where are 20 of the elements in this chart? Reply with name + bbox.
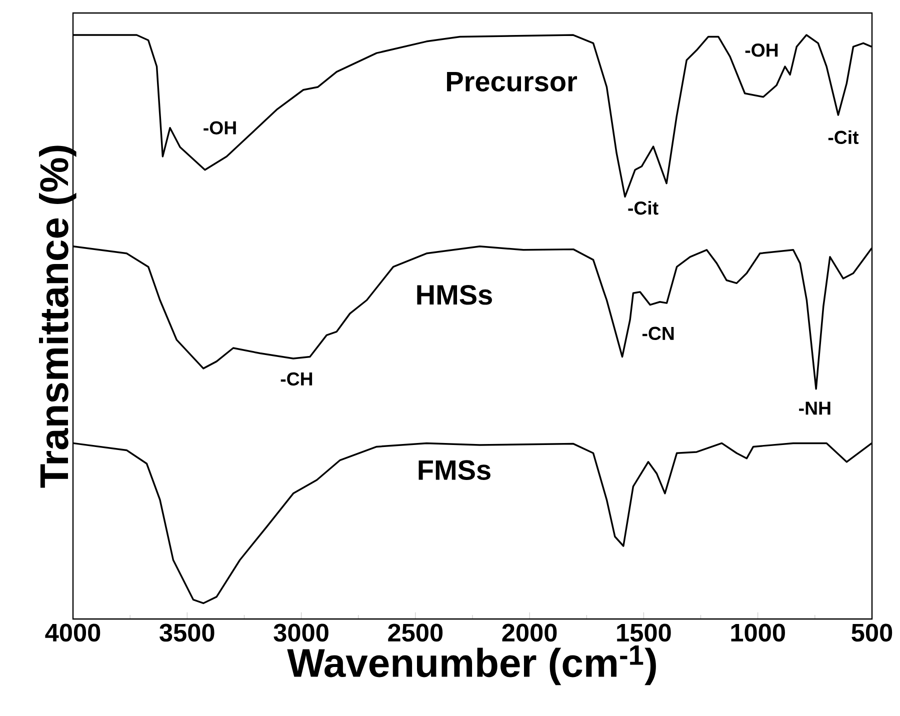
annotation: -Cit xyxy=(628,200,658,215)
annotation: -Cit xyxy=(828,130,859,144)
x-tick-label: 2500 xyxy=(388,624,443,642)
annotation: -OH xyxy=(745,44,778,57)
x-tick-label: 1500 xyxy=(617,624,671,642)
annotation: -CH xyxy=(280,372,312,386)
x-tick-label: 4000 xyxy=(45,624,100,642)
x-tick-label: 1000 xyxy=(731,624,785,642)
annotation: -CN xyxy=(642,326,674,340)
series-label: FMSs xyxy=(418,460,490,480)
annotation: -OH xyxy=(204,121,236,134)
x-axis-title: Wavenumber (cm$^{-1}$) xyxy=(287,645,656,686)
annotation: -NH xyxy=(799,402,830,415)
series-label: HMSs xyxy=(417,284,492,305)
x-tick-label: 500 xyxy=(852,624,892,642)
series-label: Precursor xyxy=(447,72,578,92)
y-axis-title: Transmittance (%) xyxy=(39,146,76,488)
x-tick-label: 2000 xyxy=(502,624,557,642)
x-tick-label: 3000 xyxy=(274,624,328,642)
x-tick-label: 3500 xyxy=(160,624,214,642)
